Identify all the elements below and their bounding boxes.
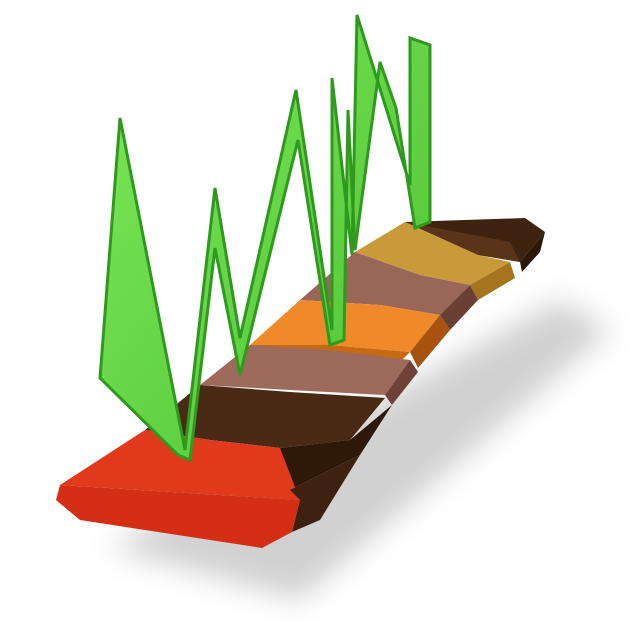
bar-segment-2 — [145, 385, 392, 490]
bar-segment-7 — [405, 218, 545, 272]
bar-segment-1 — [56, 430, 360, 548]
bar-segment-3 — [200, 345, 418, 405]
bar-segment-6 — [355, 222, 515, 300]
trend-zigzag-line — [98, 14, 432, 463]
segmented-bar — [56, 218, 545, 548]
